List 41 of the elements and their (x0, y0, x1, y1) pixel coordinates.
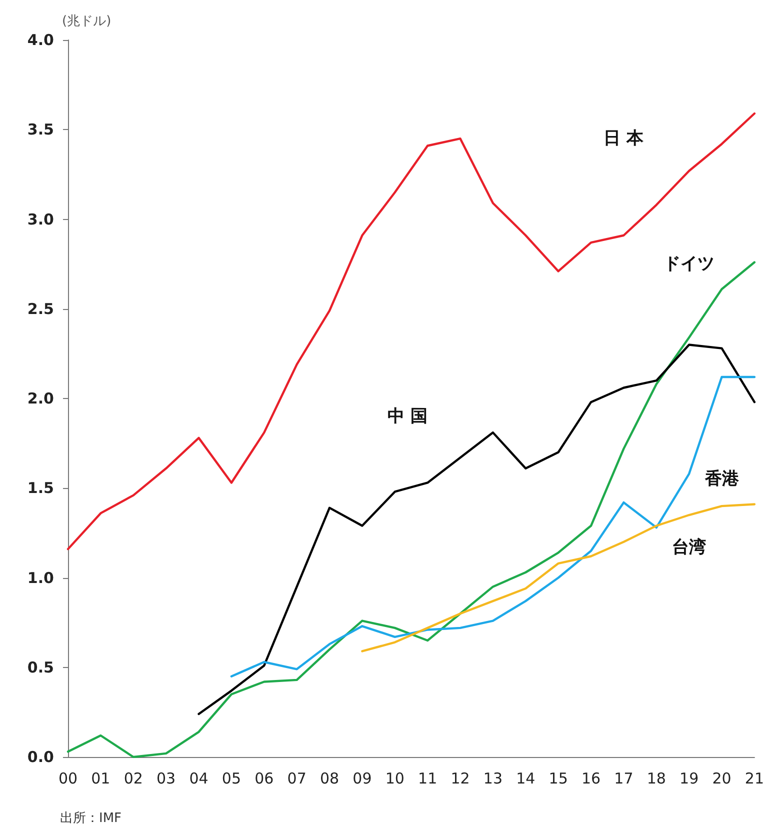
text: 中 国 (388, 406, 428, 426)
y-tick-label: 2.5 (27, 300, 54, 318)
y-tick-label: 3.5 (27, 120, 54, 139)
y-tick-label: 3.0 (27, 210, 54, 228)
line-series (198, 344, 756, 716)
series-label: 台湾 (672, 537, 706, 558)
y-tick-label: 0.0 (27, 748, 54, 766)
x-tick-label: 04 (189, 770, 208, 788)
text: 出所：IMF (60, 811, 122, 826)
x-tick-label: 13 (483, 770, 502, 788)
x-tick-label: 01 (91, 770, 110, 788)
x-tick-label: 15 (548, 770, 568, 788)
x-tick-label: 21 (744, 770, 764, 788)
y-tick-label: 4.0 (27, 31, 54, 49)
x-tick-label: 14 (516, 770, 536, 788)
x-tick-label: 20 (712, 770, 732, 788)
x-tick-label: 17 (614, 770, 634, 788)
x-tick-label: 11 (418, 770, 438, 788)
y-tick-label: 1.0 (27, 568, 54, 587)
x-tick-label: 03 (156, 770, 176, 788)
text: 日 本 (604, 128, 645, 149)
x-tick-label: 18 (646, 770, 666, 788)
x-tick-label: 10 (385, 770, 404, 788)
x-tick-label: 02 (124, 770, 143, 788)
x-tick-label: 16 (581, 770, 601, 788)
x-tick-label: 05 (222, 770, 241, 788)
y-tick-label: 0.5 (27, 658, 54, 676)
x-tick-label: 08 (320, 770, 340, 788)
x-tick-label: 19 (680, 770, 699, 788)
series-label: ドイツ (664, 254, 715, 274)
line-series (361, 503, 756, 652)
y-axis-title: (兆ドル) (62, 14, 112, 29)
y-tick-label: 2.0 (27, 390, 54, 408)
x-tick-label: 06 (254, 770, 274, 788)
line-series (230, 376, 756, 678)
x-tick-label: 07 (287, 770, 306, 788)
x-tick-label: 12 (450, 770, 470, 788)
y-tick-label: 1.5 (27, 479, 54, 498)
series-label: 香港 (704, 469, 740, 490)
x-tick-label: 00 (58, 770, 78, 788)
x-tick-label: 09 (352, 770, 372, 788)
